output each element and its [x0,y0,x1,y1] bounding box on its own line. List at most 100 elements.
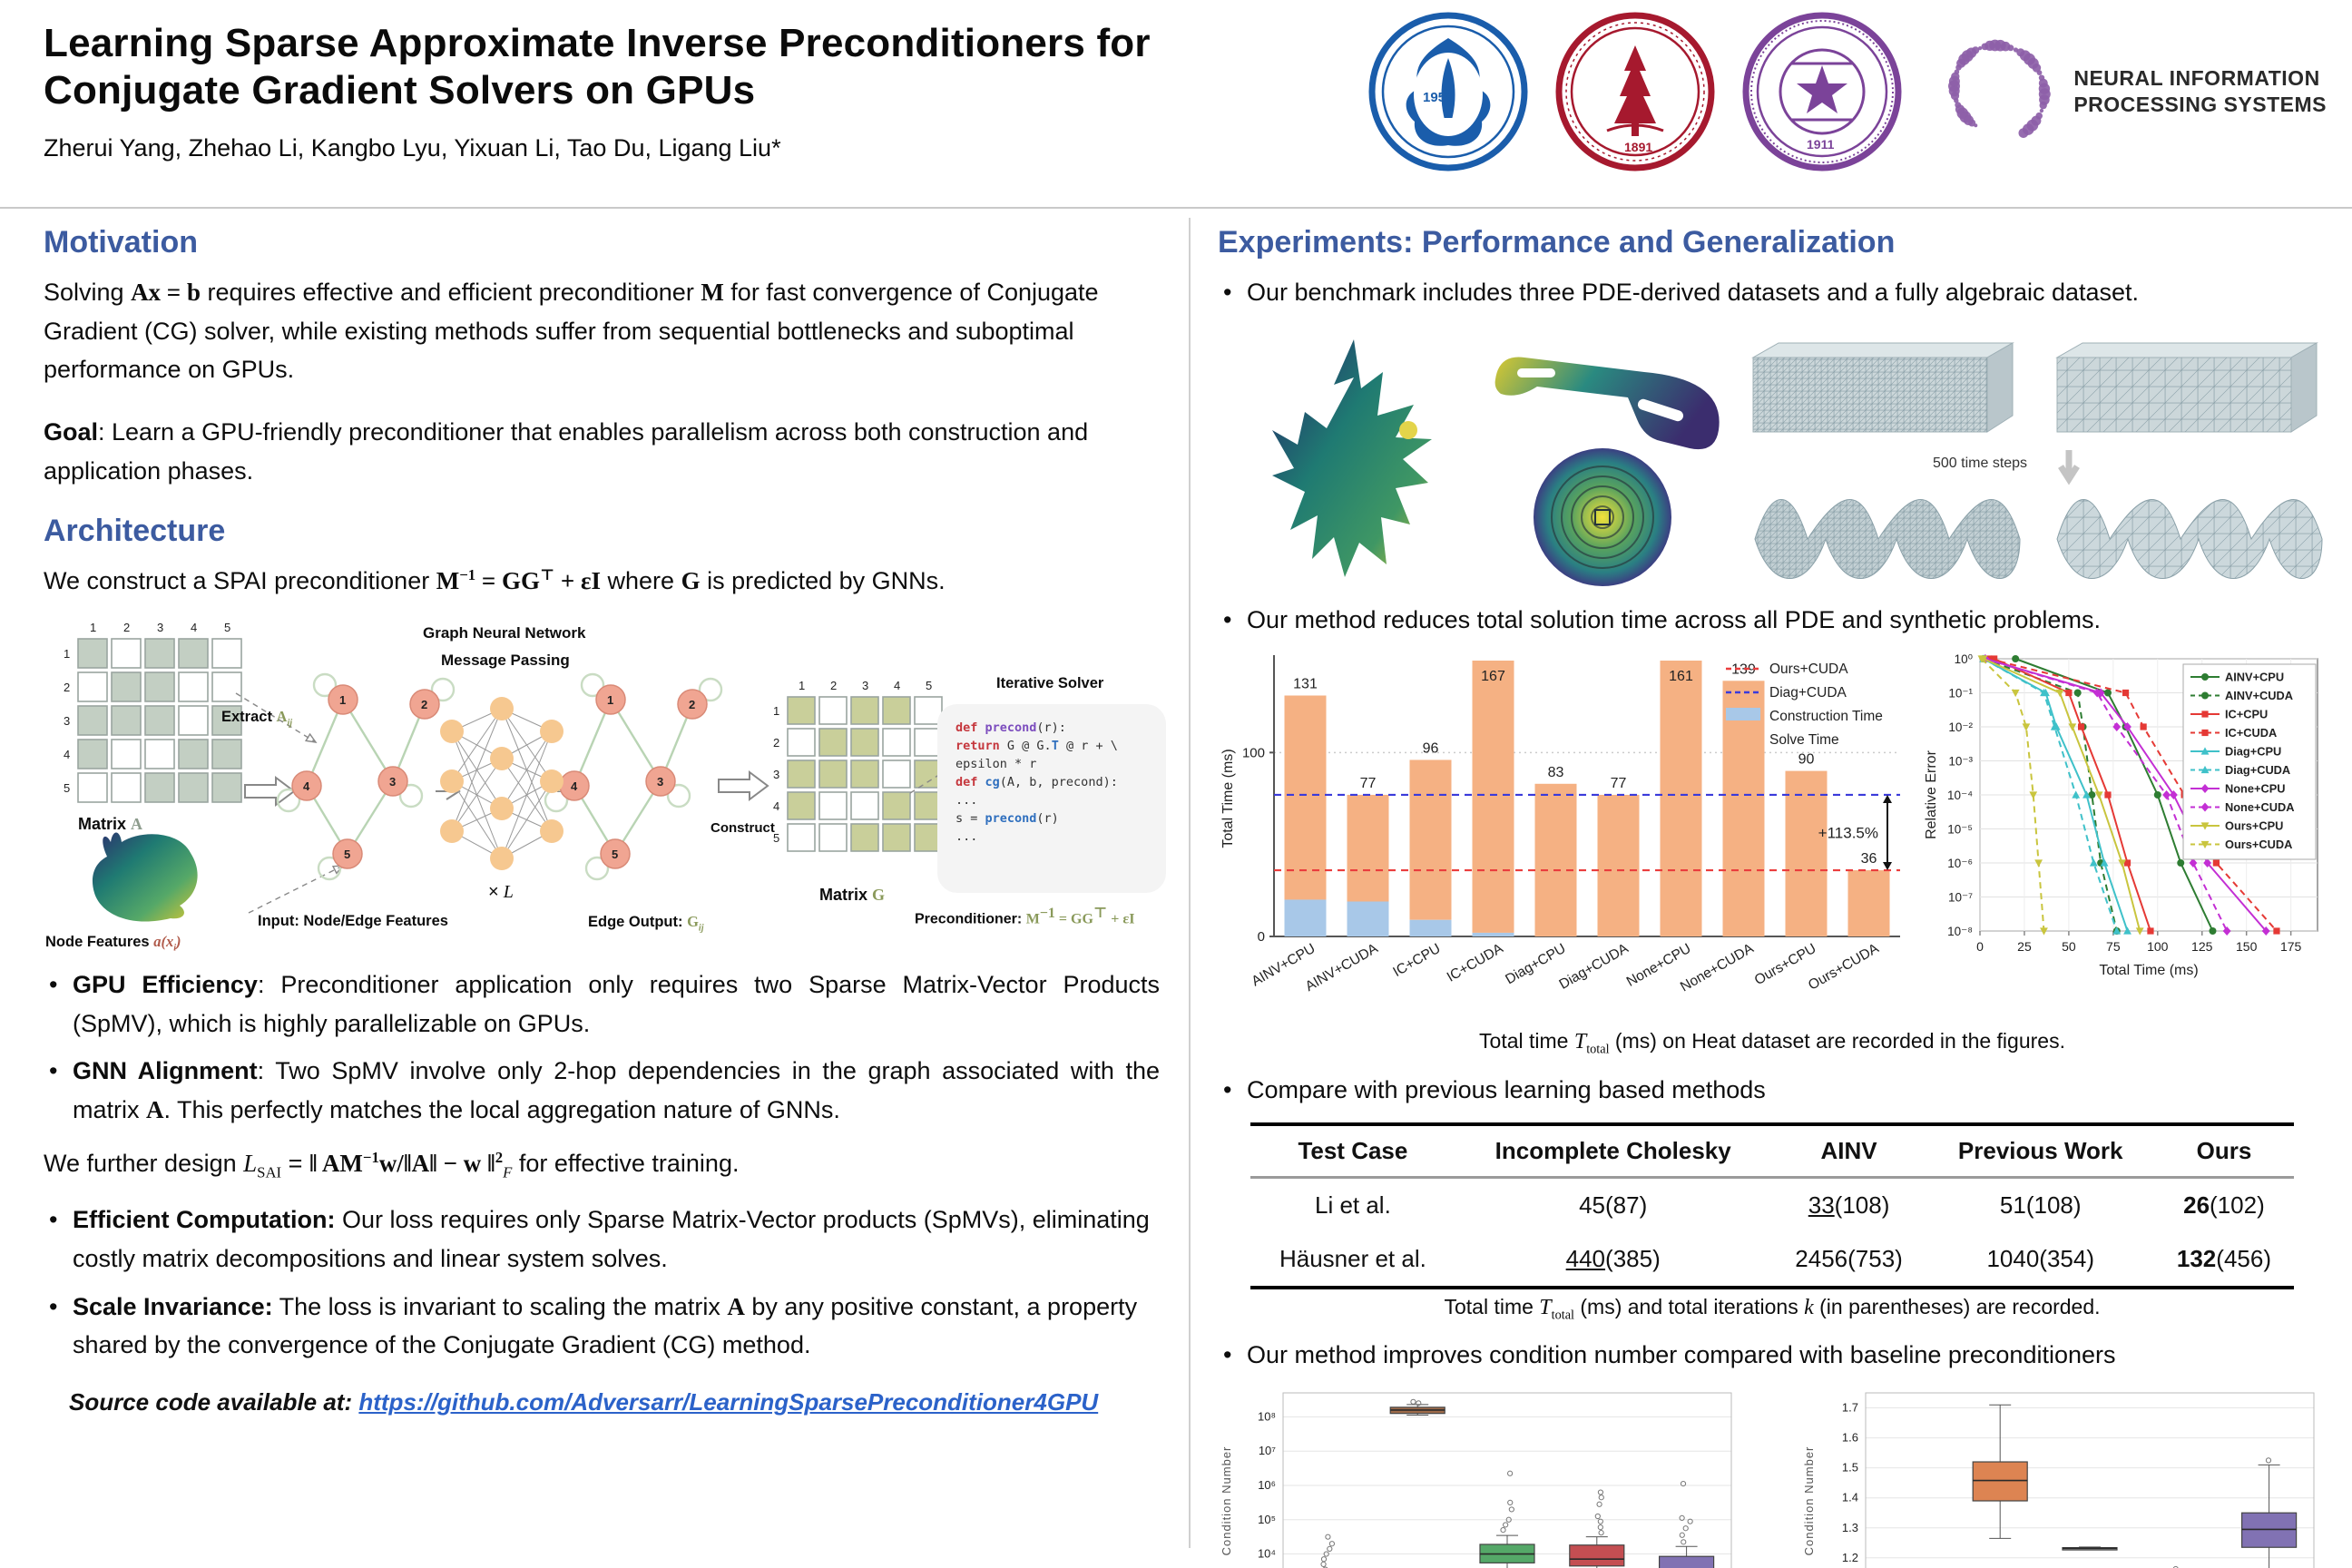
bullet-condition-number: Our method improves condition number com… [1218,1336,2327,1375]
svg-text:3: 3 [389,775,396,789]
box-Neural [1320,1534,1336,1568]
svg-text:Relative Error: Relative Error [1924,750,1939,839]
svg-text:10⁻¹: 10⁻¹ [1948,687,1973,701]
svg-text:10⁻⁷: 10⁻⁷ [1948,891,1973,905]
input-features-label: Input: Node/Edge Features [258,912,448,929]
svg-text:10⁻²: 10⁻² [1948,720,1973,734]
extract-label: Extract Aij [221,707,293,729]
svg-text:4: 4 [894,679,900,692]
experiments-bullet-4-list: Our method improves condition number com… [1218,1336,2327,1375]
logo-strip: 1958 1891 1911 [1367,11,2327,172]
github-link[interactable]: https://github.com/Adversarr/LearningSpa… [358,1388,1099,1416]
experiments-bullet-3-list: Compare with previous learning based met… [1218,1071,2327,1110]
svg-text:IC+CUDA: IC+CUDA [1445,941,1506,985]
svg-text:25: 25 [2017,939,2032,954]
table-header-1: Incomplete Cholesky [1455,1122,1771,1179]
svg-text:1.5: 1.5 [1842,1460,1858,1474]
matrix-g-label: Matrix G [819,885,886,904]
boxplot-kappa: 10³10⁴10⁵10⁶10⁷10⁸Condition NumberNeural… [1218,1384,1744,1568]
svg-text:0: 0 [1258,929,1265,945]
header: Learning Sparse Approximate Inverse Prec… [0,0,2352,207]
stanford-logo: 1891 [1555,12,1715,172]
svg-text:None+CPU: None+CPU [2225,782,2285,796]
solve-bar [1409,760,1452,921]
svg-text:75: 75 [2106,939,2121,954]
timesteps-label: 500 time steps [1933,455,2028,471]
svg-text:Ours+CPU: Ours+CPU [2225,819,2283,833]
svg-text:10⁻⁶: 10⁻⁶ [1947,857,1973,870]
construction-bar [1347,901,1389,937]
svg-text:1: 1 [607,693,613,707]
architecture-intro: We construct a SPAI preconditioner M−1 =… [44,566,946,595]
architecture-bullets: GPU Efficiency: Preconditioner applicati… [44,965,1160,1130]
svg-text:125: 125 [2191,939,2213,954]
svg-text:Ours+CUDA: Ours+CUDA [1769,662,1848,677]
experiments-bullet-1-list: Our benchmark includes three PDE-derived… [1218,273,2327,312]
svg-text:2: 2 [830,679,837,692]
charts-row: 0 100 Total Time (ms) 131 77 96 167 83 77 161 139 9… [1218,648,2327,1027]
svg-text:1: 1 [339,693,346,707]
box-IC [1659,1480,1715,1568]
svg-text:Construction Time: Construction Time [1769,709,1883,724]
beam-mesh [2055,341,2318,433]
svg-text:4: 4 [303,779,310,793]
relative-error-line-chart: 10⁰ 10⁻¹ 10⁻² 10⁻³ 10⁻⁴ 10⁻⁵ 10⁻⁶ 10⁻⁷ 10⁻⁸0 25 50… [1924,652,2318,978]
svg-text:Diag+CUDA: Diag+CUDA [1769,685,1847,701]
svg-text:10⁰: 10⁰ [1955,652,1973,666]
svg-text:10⁶: 10⁶ [1258,1478,1276,1492]
bullet-gpu-efficiency: GPU Efficiency: Preconditioner applicati… [44,965,1160,1043]
svg-text:5: 5 [344,848,350,861]
svg-text:3: 3 [862,679,868,692]
construction-bar [1472,933,1514,937]
svg-text:IC+CPU: IC+CPU [1390,941,1443,980]
svg-text:96: 96 [1423,741,1439,757]
matrix-grid: 1 2 3 4 5 1 2 3 4 5 [64,621,242,803]
experiments-heading: Experiments: Performance and Generalizat… [1218,225,1896,260]
svg-text:4: 4 [773,799,779,813]
svg-text:3: 3 [773,768,779,781]
svg-text:2: 2 [773,736,779,750]
solve-bar [1472,661,1514,934]
edge-output-label: Edge Output: Gij [588,912,704,934]
motivation-heading: Motivation [44,225,198,260]
svg-text:Total Time (ms): Total Time (ms) [2099,963,2198,978]
svg-text:IC+CUDA: IC+CUDA [2225,726,2277,740]
series-IC+CPU [1991,655,2154,935]
architecture-heading: Architecture [44,514,226,549]
iterative-solver-label: Iterative Solver [996,674,1104,691]
svg-text:2: 2 [64,681,70,694]
svg-text:1.4: 1.4 [1842,1491,1858,1504]
svg-text:Diag+CPU: Diag+CPU [2225,745,2281,759]
svg-text:AINV+CUDA: AINV+CUDA [2225,689,2293,702]
ustc-logo: 1958 [1368,12,1528,172]
construction-bar [1284,899,1327,937]
graph: 1 2 3 4 5 [544,672,723,881]
box-IC [2241,1457,2298,1568]
solve-bar [1284,695,1327,900]
svg-text:Condition Number: Condition Number [1802,1446,1816,1555]
svg-text:175: 175 [2280,939,2302,954]
svg-text:131: 131 [1293,677,1318,692]
experiments-bullet-2-list: Our method reduces total solution time a… [1218,601,2327,640]
gnn-label-1: Graph Neural Network [423,623,586,642]
svg-text:10⁸: 10⁸ [1258,1409,1276,1423]
svg-text:+113.5%: +113.5% [1818,825,1878,842]
neurips-text-2: PROCESSING SYSTEMS [2073,93,2327,116]
box-None [1389,1398,1446,1416]
matrix-grid: 1 2 3 4 5 1 2 3 4 5 [773,679,943,852]
table-header-2: AINV [1770,1122,1927,1179]
svg-text:150: 150 [2236,939,2258,954]
beam-mesh [1751,341,2014,433]
svg-text:2: 2 [689,698,695,711]
gnn-label-2: Message Passing [441,651,570,669]
svg-text:36: 36 [1861,851,1877,867]
svg-text:Condition Number: Condition Number [1220,1446,1233,1555]
svg-text:10⁴: 10⁴ [1258,1546,1276,1560]
svg-text:Diag+CUDA: Diag+CUDA [2225,763,2290,777]
svg-text:1.3: 1.3 [1842,1521,1858,1534]
authors: Zherui Yang, Zhehao Li, Kangbo Lyu, Yixu… [44,134,781,162]
construction-bar [1409,920,1452,937]
box-AINV [1569,1489,1625,1568]
